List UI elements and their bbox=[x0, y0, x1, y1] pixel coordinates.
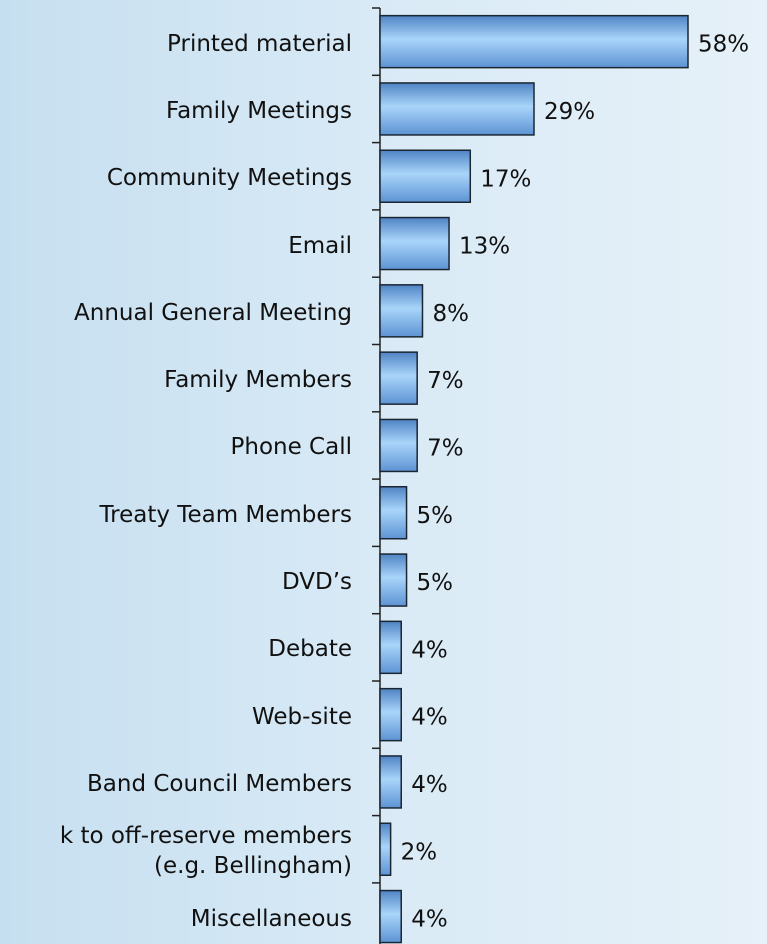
bar bbox=[379, 486, 408, 540]
value-label: 2% bbox=[401, 839, 438, 865]
value-label: 4% bbox=[411, 637, 448, 663]
category-label: Email bbox=[288, 232, 352, 259]
bar bbox=[379, 687, 402, 742]
value-label: 13% bbox=[459, 234, 510, 260]
value-label: 4% bbox=[411, 907, 448, 933]
value-label: 17% bbox=[480, 166, 531, 192]
bar bbox=[379, 553, 408, 607]
category-label: Family Members bbox=[164, 367, 352, 394]
bar bbox=[379, 284, 424, 338]
bar bbox=[379, 755, 402, 809]
value-label: 4% bbox=[411, 772, 448, 798]
bar bbox=[379, 14, 689, 69]
category-label: Printed material bbox=[167, 30, 352, 57]
bar bbox=[379, 216, 450, 271]
category-label: Annual General Meeting bbox=[74, 299, 352, 326]
category-label: Family Meetings bbox=[165, 97, 352, 124]
category-label: Miscellaneous bbox=[190, 905, 352, 932]
value-label: 7% bbox=[427, 368, 464, 394]
value-label: 7% bbox=[427, 435, 464, 461]
value-label: 58% bbox=[698, 32, 749, 58]
value-label: 5% bbox=[417, 570, 454, 596]
category-label: Band Council Members bbox=[87, 770, 352, 797]
bar bbox=[379, 82, 535, 136]
bar bbox=[379, 620, 402, 675]
category-label: k to off-reserve members (e.g. Bellingha… bbox=[59, 823, 352, 880]
category-label: Phone Call bbox=[230, 434, 353, 461]
bar bbox=[379, 822, 392, 876]
category-label: Treaty Team Members bbox=[99, 501, 353, 528]
category-label: Debate bbox=[268, 636, 352, 663]
value-label: 5% bbox=[417, 503, 454, 529]
category-label: Web-site bbox=[252, 703, 352, 730]
bar bbox=[379, 889, 402, 944]
bar bbox=[379, 418, 418, 473]
category-label: DVD’s bbox=[281, 569, 352, 596]
category-label: Community Meetings bbox=[106, 165, 352, 192]
value-label: 29% bbox=[544, 99, 595, 125]
bar bbox=[379, 351, 418, 405]
value-label: 8% bbox=[432, 301, 469, 327]
bar bbox=[379, 149, 472, 203]
value-label: 4% bbox=[411, 705, 448, 731]
